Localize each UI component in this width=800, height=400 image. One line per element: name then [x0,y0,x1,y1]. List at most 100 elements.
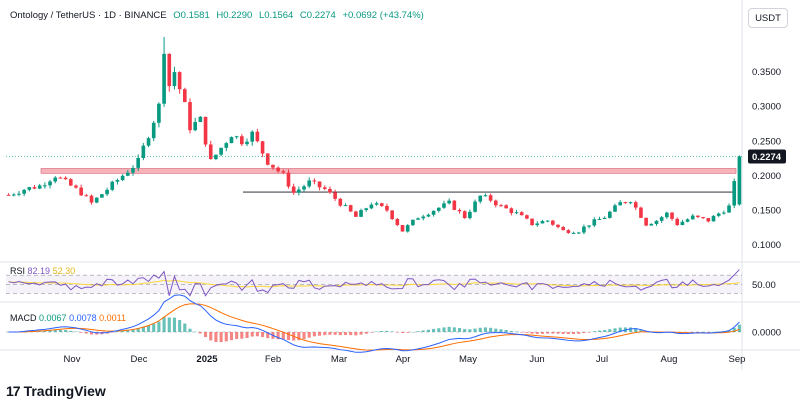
macd-hist-bar [597,330,602,332]
macd-signal-line [8,303,740,351]
candle-body [286,172,291,187]
macd-hist-bar [546,332,550,334]
macd-hist-bar [224,332,228,342]
candle-body [519,212,524,216]
macd-hist-bar [240,332,244,339]
candle-body [338,198,343,206]
candle-body [411,219,415,226]
candle-body [618,202,623,206]
candle-body [203,116,208,145]
candle-body [89,195,94,203]
macd-hist-bar [172,317,177,332]
time-tick-label: Aug [661,354,678,365]
candle-body [94,197,99,203]
candle-body [514,212,519,214]
macd-hist-bar [406,332,410,333]
candle-body [265,153,270,165]
candle-body [240,136,244,145]
candle-body [696,215,700,218]
macd-hist-bar [229,332,234,341]
time-tick-label: Apr [396,354,411,365]
candle-body [525,215,529,219]
macd-hist-bar [364,332,368,334]
macd-hist-bar [566,332,570,335]
macd-hist-bar [79,332,83,333]
candle-body [478,195,483,202]
candle-body [395,218,400,226]
candle-body [737,156,742,205]
macd-hist-bar [214,332,218,342]
macd-hist-bar [473,328,477,332]
candle-body [675,218,680,226]
candle-body [592,219,597,226]
candle-body [644,217,648,226]
candle-body [328,188,332,193]
candle-body [582,226,586,233]
candle-body [177,72,182,90]
candle-body [105,189,109,195]
macd-hist-bar [711,331,716,333]
macd-hist-bar [157,321,161,332]
macd-hist-bar [432,328,436,332]
candle-body [690,215,695,220]
candle-body [255,131,260,142]
candle-body [421,216,426,219]
macd-hist-bar [261,332,265,337]
time-tick-label: Dec [131,354,148,365]
candle-body [354,211,358,217]
last-price-label: 0.2274 [752,152,782,163]
macd-hist-bar [74,331,78,333]
candle-body [649,223,654,226]
candle-body [390,210,394,219]
candle-body [250,131,255,142]
candle-body [188,102,192,131]
currency-unit-button[interactable]: USDT [748,8,788,28]
candle-body [571,232,576,234]
macd-hist-bar [390,331,394,332]
last-price-badge [748,149,786,164]
candle-body [540,221,545,224]
macd-hist-bar [489,327,493,332]
macd-hist-bar [58,329,62,332]
candle-body [364,208,369,211]
time-tick-label: Feb [265,354,281,365]
candle-body [711,215,716,222]
macd-hist-bar [452,327,456,332]
candle-body [633,202,638,208]
candle-body [100,194,104,198]
candle-body [302,186,306,190]
candle-body [348,205,353,212]
macd-hist-bar [540,332,545,334]
candle-body [322,187,327,189]
macd-hist-bar [188,328,192,332]
candle-body [405,225,410,232]
macd-hist-bar [43,330,47,332]
chart-header: Ontology / TetherUS · 1D · BINANCE O0.15… [10,10,428,21]
candle-body [452,200,457,210]
price-tick-label: 0.1500 [752,206,781,217]
candle-body [701,217,705,219]
candle-body [312,180,317,182]
macd-hist-bar [183,323,187,332]
macd-hist-bar [587,332,591,333]
macd-hist-bar [235,332,239,339]
brand-name: TradingView [23,383,106,399]
rsi-line [8,269,740,297]
candle-body [214,154,218,160]
macd-hist-bar [618,327,622,332]
candle-body [608,211,612,218]
macd-hist-bar [737,324,741,332]
macd-hist-bar [162,316,166,332]
macd-hist-bar [514,331,519,333]
macd-hist-bar [426,329,430,332]
candle-body [141,145,146,159]
macd-line [8,294,740,353]
candle-body [561,227,565,231]
candle-body [162,53,166,104]
macd-value-1: 0.0067 [39,313,67,323]
macd-hist-bar [530,332,534,334]
candle-body [125,172,130,176]
candle-body [493,200,498,206]
candle-body [556,224,560,228]
